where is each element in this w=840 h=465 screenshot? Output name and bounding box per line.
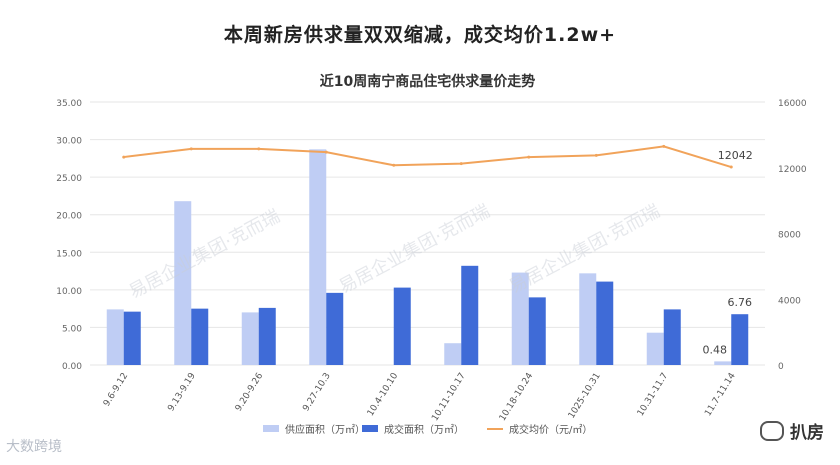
data-label: 0.48 — [703, 343, 728, 356]
legend-swatch — [263, 425, 279, 432]
x-tick-label: 10.18-10.24 — [498, 371, 536, 423]
y-left-tick-label: 10.00 — [56, 287, 82, 297]
y-left-tick-label: 5.00 — [62, 324, 82, 334]
bar-deal — [191, 308, 209, 365]
line-point — [324, 150, 328, 154]
bar-supply — [714, 361, 732, 365]
legend-label: 成交均价（元/㎡） — [509, 423, 592, 436]
headline: 本周新房供求量双双缩减，成交均价1.2w+ — [223, 24, 617, 46]
bar-deal — [393, 287, 411, 365]
x-tick-label: 10.11-10.17 — [430, 371, 468, 423]
watermark-bottom-right: 扒房 — [760, 418, 824, 443]
bar-supply — [106, 309, 124, 365]
data-label: 12042 — [718, 149, 753, 162]
line-avg-price — [123, 145, 732, 169]
x-tick-label: 9.27-10.3 — [301, 371, 332, 413]
legend-label: 供应面积（万㎡） — [285, 423, 365, 436]
bar-supply — [579, 273, 597, 365]
bar-deal — [528, 297, 546, 365]
data-label: 6.76 — [728, 296, 753, 309]
x-tick-label: 10.4-10.10 — [366, 371, 401, 418]
y-left-tick-label: 20.00 — [56, 212, 82, 222]
line-point — [257, 147, 261, 151]
x-tick-label: 10.31-11.7 — [636, 371, 670, 418]
chart-title: 近10周南宁商品住宅供求量价走势 — [320, 73, 535, 90]
y-right-tick-label: 12000 — [778, 165, 807, 175]
bar-deal — [326, 292, 344, 365]
bar-supply — [444, 343, 462, 365]
line-point — [392, 163, 396, 167]
line-point — [729, 165, 733, 169]
line-point — [189, 147, 193, 151]
wechat-icon — [760, 421, 784, 441]
y-left-tick-label: 15.00 — [56, 249, 82, 259]
bar-supply — [241, 312, 259, 365]
bar-deal — [461, 265, 479, 365]
line-point — [459, 162, 463, 166]
y-left-tick-label: 25.00 — [56, 174, 82, 184]
x-tick-label: 9.6-9.12 — [102, 371, 130, 408]
bar-deal — [123, 311, 141, 365]
watermark-bottom-left: 大数跨境 — [6, 439, 62, 455]
bar-deal — [258, 307, 276, 365]
bar-deal — [731, 314, 749, 365]
bar-deal — [596, 281, 614, 365]
x-tick-label: 9.20-9.26 — [234, 371, 266, 413]
legend-swatch — [362, 425, 378, 432]
line-point — [122, 155, 126, 159]
bar-supply — [174, 201, 192, 365]
bar-supply — [309, 149, 327, 365]
x-tick-label: 11.7-11.14 — [703, 371, 738, 418]
line-point — [594, 153, 598, 157]
line-point — [527, 155, 531, 159]
bar-supply — [646, 332, 664, 365]
x-tick-label: 1025-10.31 — [567, 371, 603, 420]
x-tick-label: 9.13-9.19 — [166, 371, 198, 413]
bar-deal — [663, 309, 681, 365]
y-left-tick-label: 35.00 — [56, 99, 82, 109]
line-point — [662, 144, 666, 148]
y-right-tick-label: 0 — [778, 362, 784, 372]
y-right-tick-label: 4000 — [778, 296, 801, 306]
y-right-tick-label: 8000 — [778, 231, 801, 241]
y-left-tick-label: 30.00 — [56, 137, 82, 147]
bar-supply — [511, 272, 529, 365]
y-right-tick-label: 16000 — [778, 99, 807, 109]
legend-label: 成交面积（万㎡） — [384, 423, 464, 436]
y-left-tick-label: 0.00 — [62, 362, 82, 372]
